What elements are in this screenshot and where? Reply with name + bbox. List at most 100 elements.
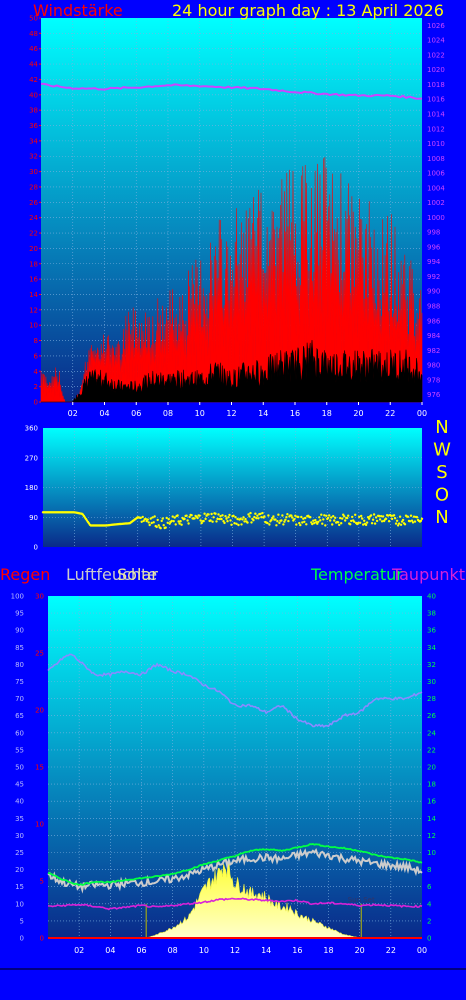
direction-tick-label: 360 [25, 425, 38, 433]
direction-point [177, 520, 180, 523]
direction-point [314, 518, 317, 522]
direction-point [219, 515, 222, 518]
direction-point [193, 517, 196, 520]
direction-point [254, 512, 257, 515]
pressure-tick-label: 998 [427, 229, 440, 237]
direction-point [268, 523, 271, 526]
x-tick-label: 10 [195, 409, 205, 418]
direction-point [397, 522, 401, 525]
direction-point [295, 523, 298, 526]
pressure-series [41, 82, 423, 100]
direction-point [186, 519, 189, 522]
direction-point [196, 516, 199, 520]
direction-point [401, 518, 405, 522]
pressure-tick-label: 1020 [427, 66, 445, 74]
x-tick-label: 10 [199, 946, 209, 955]
direction-point [277, 513, 280, 516]
x-tick-label: 02 [68, 409, 78, 418]
pressure-tick-label: 994 [427, 258, 441, 266]
direction-point [367, 517, 371, 520]
pressure-tick-label: 1018 [427, 81, 445, 89]
direction-point [375, 519, 379, 523]
temperature-tick-label: 32 [427, 661, 436, 669]
direction-point [204, 517, 207, 521]
direction-point [166, 521, 169, 524]
direction-point [263, 515, 266, 518]
wind-tick-label: 8 [34, 337, 38, 345]
rain-tick-label: 30 [35, 593, 44, 601]
pressure-tick-label: 976 [427, 391, 441, 399]
direction-point [282, 523, 285, 526]
direction-point [370, 522, 374, 525]
direction-point [323, 514, 326, 517]
direction-point [229, 519, 232, 522]
x-tick-label: 20 [353, 409, 363, 418]
x-tick-label: 20 [355, 946, 365, 955]
direction-point [286, 513, 289, 516]
temperature-tick-label: 16 [427, 798, 436, 806]
humidity-tick-label: 65 [15, 712, 24, 720]
direction-point [146, 518, 149, 521]
direction-point [340, 522, 343, 525]
direction-point [214, 512, 217, 515]
direction-point [246, 521, 249, 524]
direction-point [171, 515, 174, 518]
direction-point [216, 517, 219, 521]
direction-point [309, 516, 312, 519]
direction-point [250, 521, 253, 524]
x-tick-label: 14 [258, 409, 268, 418]
humidity-tick-label: 35 [15, 815, 24, 823]
direction-point [183, 517, 186, 521]
direction-point [300, 515, 303, 519]
wind-tick-label: 22 [29, 230, 38, 238]
direction-point [150, 521, 153, 525]
x-tick-label: 04 [105, 946, 115, 955]
direction-point [203, 512, 206, 515]
x-tick-label: 02 [74, 946, 84, 955]
direction-point [190, 514, 193, 517]
wind-tick-label: 6 [34, 352, 39, 360]
direction-point [287, 519, 290, 523]
wind-tick-label: 10 [29, 322, 38, 330]
temperature-tick-label: 12 [427, 832, 436, 840]
wind-tick-label: 38 [29, 107, 38, 115]
wind-tick-label: 30 [29, 168, 38, 176]
wind-tick-label: 18 [29, 260, 38, 268]
direction-point [384, 517, 388, 520]
pressure-tick-label: 1010 [427, 140, 445, 148]
direction-point [157, 524, 160, 527]
direction-point [152, 521, 155, 524]
x-tick-label: 18 [323, 946, 333, 955]
direction-point [267, 514, 270, 517]
direction-point [311, 522, 314, 526]
direction-point [303, 520, 306, 523]
page-title: 24 hour graph day : 13 April 2026 [172, 1, 444, 20]
direction-point [212, 516, 215, 519]
wind-tick-label: 14 [29, 291, 38, 299]
direction-point [302, 517, 305, 520]
direction-point [381, 515, 385, 518]
wind-tick-label: 20 [29, 245, 38, 253]
wind-tick-label: 42 [29, 76, 38, 84]
direction-point [415, 516, 419, 519]
direction-point [316, 522, 319, 525]
temperature-tick-label: 28 [427, 695, 436, 703]
legend-label: Temperatur [310, 565, 403, 584]
direction-point [301, 521, 304, 524]
direction-point [380, 520, 384, 523]
direction-point [372, 513, 376, 516]
direction-point [320, 513, 323, 516]
humidity-tick-label: 85 [15, 644, 24, 652]
x-tick-label: 22 [385, 409, 395, 418]
direction-point [354, 513, 357, 516]
direction-point [333, 519, 336, 522]
x-tick-label: 06 [131, 409, 141, 418]
sun-set-label: Sun Set [348, 896, 375, 904]
direction-point [319, 519, 322, 522]
temperature-tick-label: 34 [427, 644, 436, 652]
grey_line-series [47, 847, 423, 894]
direction-point [199, 519, 202, 522]
wind-tick-label: 36 [29, 122, 38, 130]
direction-point [261, 511, 264, 515]
direction-point [350, 519, 353, 523]
